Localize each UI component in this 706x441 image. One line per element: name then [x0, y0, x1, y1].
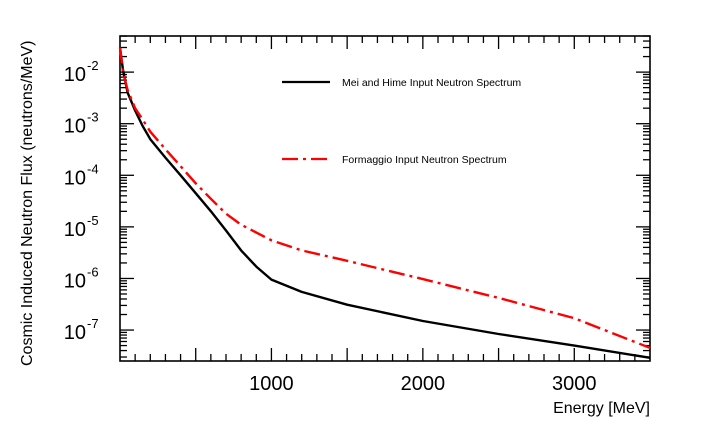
y-axis-title: Cosmic Induced Neutron Flux (neutrons/Me…: [19, 41, 36, 366]
y-tick-label-base: 10: [64, 322, 86, 344]
x-axis-title: Energy [MeV]: [553, 400, 650, 417]
series-line-mei-hime: [118, 47, 651, 359]
y-tick-label-exponent: -7: [87, 316, 99, 331]
series-line-formaggio: [118, 47, 651, 350]
legend: Mei and Hime Input Neutron Spectrum Form…: [282, 77, 521, 166]
x-tick-label: 3000: [552, 373, 597, 395]
y-tick-label-base: 10: [64, 64, 86, 86]
x-tick-label: 1000: [249, 373, 294, 395]
y-tick-label-exponent: -4: [87, 161, 99, 176]
x-tick-label: 2000: [401, 373, 446, 395]
y-tick-label-base: 10: [64, 167, 86, 189]
y-tick-label-exponent: -5: [87, 213, 99, 228]
y-tick-label-exponent: -6: [87, 264, 99, 279]
y-tick-label-exponent: -2: [87, 58, 99, 73]
legend-label-formaggio: Formaggio Input Neutron Spectrum: [342, 154, 507, 166]
series-layer: [118, 47, 651, 359]
y-tick-label-base: 10: [64, 116, 86, 138]
y-tick-label-base: 10: [64, 219, 86, 241]
y-tick-label-exponent: -3: [87, 110, 99, 125]
plot-frame: [119, 35, 651, 362]
legend-label-mei-hime: Mei and Hime Input Neutron Spectrum: [342, 77, 521, 89]
y-tick-label-base: 10: [64, 270, 86, 292]
